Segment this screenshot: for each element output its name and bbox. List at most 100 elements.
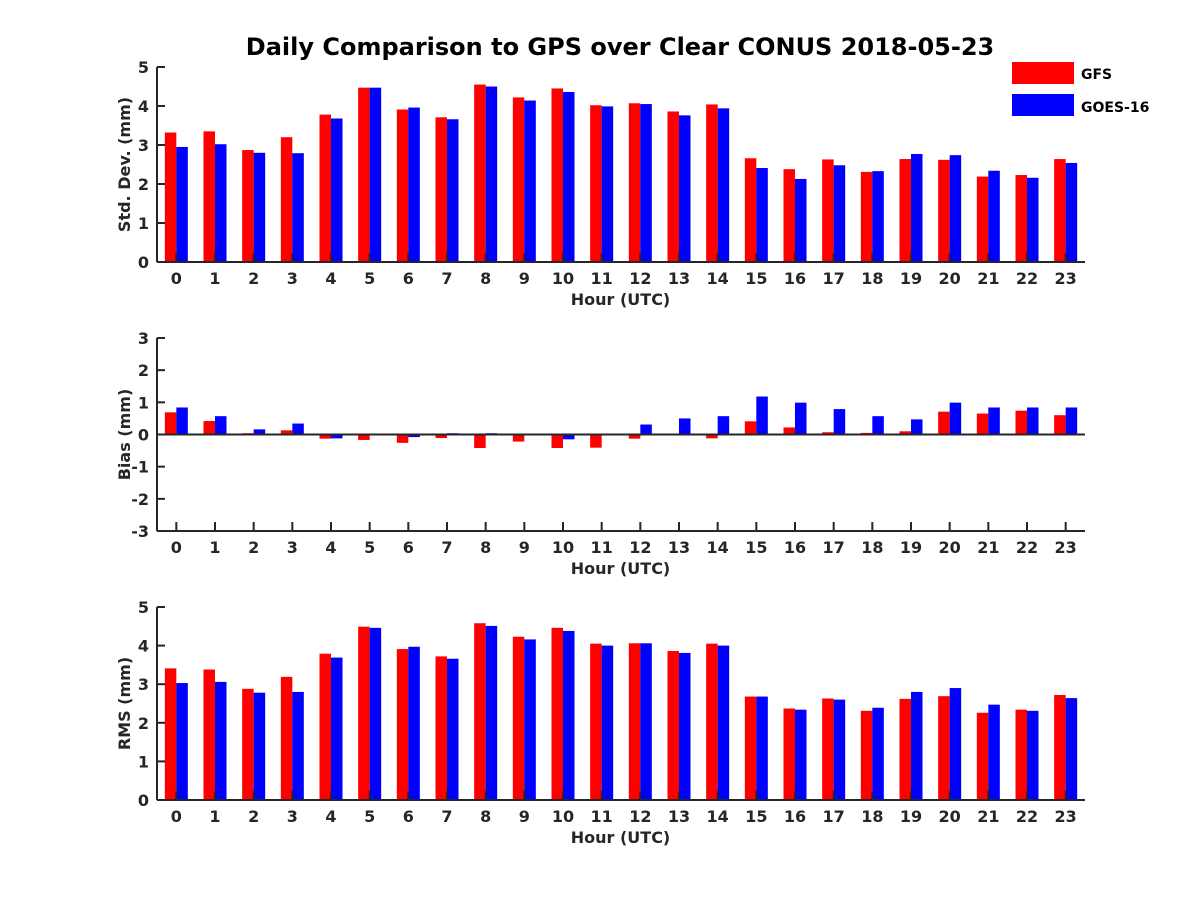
stddev-ytick-label: 2 [138,175,149,194]
bias-bar-goes16-17 [833,409,846,435]
rms-xlabel: Hour (UTC) [571,828,671,847]
bias-xtick-label: 1 [209,538,220,557]
bias-bar-gfs-1 [203,420,215,435]
rms-bar-gfs-1 [203,669,215,800]
stddev-bar-goes16-22 [1027,177,1039,262]
stddev-bar-gfs-5 [358,87,370,262]
rms-bar-goes16-15 [756,696,768,800]
bias-xtick-label: 9 [519,538,530,557]
stddev-xtick-label: 20 [939,269,961,288]
stddev-xtick-label: 8 [480,269,491,288]
stddev-ytick-label: 1 [138,214,149,233]
bias-ytick-label: 2 [138,361,149,380]
stddev-bar-gfs-1 [203,131,215,262]
bias-bar-goes16-22 [1027,407,1039,435]
stddev-bar-gfs-17 [822,159,834,262]
rms-ytick-label: 4 [138,637,149,656]
stddev-xtick-label: 17 [823,269,845,288]
rms-bar-gfs-12 [628,643,641,800]
bias-bar-gfs-3 [280,430,293,435]
rms-bar-goes16-20 [949,688,962,800]
chart-title: Daily Comparison to GPS over Clear CONUS… [246,33,994,61]
rms-bar-goes16-14 [717,645,730,800]
stddev-bar-goes16-4 [331,118,343,262]
stddev-bar-gfs-11 [590,105,602,262]
stddev-xtick-label: 3 [287,269,298,288]
stddev-bar-gfs-2 [242,150,254,262]
bias-bar-gfs-17 [822,432,834,435]
stddev-xtick-label: 10 [552,269,574,288]
rms-bar-goes16-16 [795,709,807,800]
rms-xtick-label: 0 [171,807,182,826]
rms-bar-gfs-21 [976,712,989,800]
stddev-xtick-label: 23 [1055,269,1077,288]
stddev-bar-goes16-15 [756,168,768,262]
rms-bar-gfs-19 [899,698,911,800]
bias-xtick-label: 7 [441,538,452,557]
stddev-xtick-label: 7 [441,269,452,288]
rms-ytick-label: 1 [138,752,149,771]
rms-bar-goes16-2 [253,692,266,800]
stddev-xlabel: Hour (UTC) [571,290,671,309]
rms-ytick-label: 3 [138,675,149,694]
legend-label-gfs: GFS [1081,67,1112,83]
stddev-bar-goes16-3 [292,153,304,262]
bias-bar-goes16-19 [911,419,923,435]
bias-bar-gfs-8 [474,434,486,449]
bias-bar-goes16-10 [563,434,575,440]
bias-xtick-label: 15 [745,538,767,557]
stddev-xtick-label: 0 [171,269,182,288]
rms-bar-goes16-23 [1065,698,1078,800]
rms-xtick-label: 16 [784,807,806,826]
stddev-bar-goes16-9 [524,100,536,262]
bias-bar-goes16-20 [949,402,962,435]
bias-xtick-label: 12 [629,538,651,557]
bias-xtick-label: 22 [1016,538,1038,557]
stddev-bar-gfs-19 [899,159,911,262]
rms-bar-goes16-21 [988,704,1000,800]
stddev-bar-goes16-2 [253,152,266,262]
stddev-bar-gfs-8 [474,84,486,262]
stddev-bar-goes16-10 [563,91,575,263]
bias-bar-gfs-5 [358,434,370,440]
bias-bar-goes16-6 [408,434,420,438]
stddev-xtick-label: 16 [784,269,806,288]
rms-bar-goes16-18 [872,707,884,800]
bias-bar-gfs-10 [551,434,563,449]
rms-bar-gfs-22 [1015,709,1027,800]
bias-xtick-label: 13 [668,538,690,557]
rms-bar-gfs-20 [938,696,950,800]
rms-xtick-label: 6 [403,807,414,826]
stddev-bar-goes16-14 [717,108,730,262]
bias-bar-gfs-0 [164,412,177,435]
stddev-xtick-label: 12 [629,269,651,288]
bias-bar-gfs-9 [512,434,525,442]
rms-xtick-label: 18 [861,807,883,826]
rms-ylabel: RMS (mm) [115,657,134,750]
legend-swatch-goes16 [1012,94,1074,116]
bias-bar-goes16-0 [176,407,188,435]
bias-xtick-label: 8 [480,538,491,557]
stddev-ytick-label: 5 [138,58,149,77]
bias-xtick-label: 21 [977,538,999,557]
stddev-bar-gfs-23 [1054,159,1066,262]
stddev-bar-gfs-15 [744,158,757,262]
rms-xtick-label: 15 [745,807,767,826]
stddev-bar-goes16-17 [833,165,846,262]
stddev-ytick-label: 0 [138,253,149,272]
stddev-bar-goes16-7 [447,119,459,262]
bias-bar-gfs-6 [396,434,409,443]
bias-xtick-label: 19 [900,538,922,557]
bias-bar-goes16-15 [756,396,768,435]
stddev-xtick-label: 2 [248,269,259,288]
rms-bar-gfs-2 [242,688,254,800]
stddev-bar-gfs-18 [860,171,873,262]
bias-xtick-label: 23 [1055,538,1077,557]
bias-xlabel: Hour (UTC) [571,559,671,578]
stddev-xtick-label: 9 [519,269,530,288]
stddev-bar-gfs-21 [976,176,989,262]
rms-bar-goes16-19 [911,691,923,800]
bias-ytick-label: -2 [131,490,149,509]
stddev-xtick-label: 13 [668,269,690,288]
